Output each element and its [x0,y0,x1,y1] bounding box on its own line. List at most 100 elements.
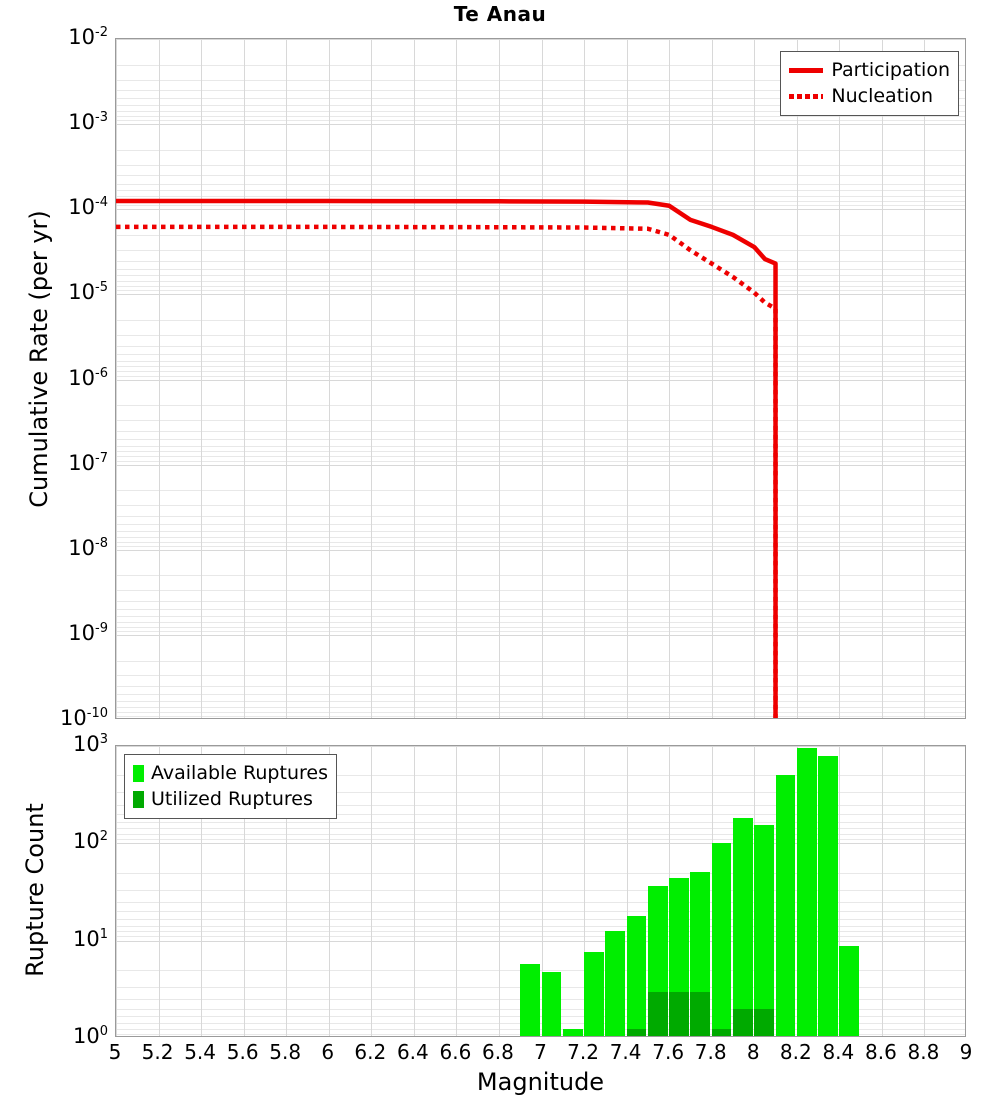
gridline-horizontal [116,987,965,988]
gridline-horizontal [116,712,965,713]
legend-label-available-ruptures: Available Ruptures [151,762,328,784]
gridline-horizontal [116,675,965,676]
gridline-horizontal [116,970,965,971]
y-tick-label: 10-3 [68,110,108,135]
x-tick-label: 6.2 [354,1040,387,1064]
cumulative-rate-plot: Participation Nucleation [115,38,966,719]
gridline-horizontal [116,546,965,547]
x-tick-label: 5.4 [184,1040,216,1064]
gridline-horizontal [116,936,965,937]
table-row [754,825,775,1036]
table-row [584,951,604,1036]
gridline-horizontal [116,890,965,891]
legend-label-nucleation: Nucleation [831,85,934,107]
gridline-horizontal [116,537,965,538]
gridline-horizontal [116,165,965,166]
gridline-vertical [499,39,500,718]
gridline-horizontal [116,505,965,506]
gridline-horizontal [116,105,965,106]
gridline-horizontal [116,80,965,81]
gridline-vertical [329,39,330,718]
x-tick-label: 6.8 [482,1040,514,1064]
gridline-horizontal [116,235,965,236]
gridline-vertical [882,39,883,718]
curve-nucleation [116,224,778,718]
gridline-horizontal [116,366,965,367]
y-tick-label: 102 [72,829,108,854]
gridline-horizontal [116,635,965,636]
gridline-horizontal [116,281,965,282]
gridline-horizontal [116,39,965,40]
gridline-horizontal [116,261,965,262]
gridline-vertical [712,39,713,718]
gridline-horizontal [116,371,965,372]
x-tick-label: 7 [534,1040,547,1064]
legend-item-utilized-ruptures: Utilized Ruptures [133,786,328,812]
gridline-horizontal [116,805,965,806]
gridline-horizontal [116,775,965,776]
gridline-horizontal [116,286,965,287]
gridline-horizontal [116,120,965,121]
legend-item-available-ruptures: Available Ruptures [133,760,328,786]
gridline-vertical [924,746,925,1036]
x-tick-label: 8 [746,1040,760,1064]
table-row [605,930,626,1036]
x-tick-label: 8.8 [907,1040,940,1064]
gridline-horizontal [116,196,965,197]
legend-label-utilized-ruptures: Utilized Ruptures [151,788,313,810]
solid-line-icon [789,67,824,73]
table-row [647,992,668,1036]
dotted-line-icon [789,93,824,99]
gridline-horizontal [116,746,965,747]
gridline-vertical [371,39,372,718]
gridline-horizontal [116,828,965,829]
gridline-horizontal [116,405,965,406]
gridline-vertical [542,746,543,1036]
table-row [690,992,711,1036]
gridline-vertical [839,746,840,1036]
gridline-horizontal [116,380,965,381]
y-tick-label: 101 [72,926,108,951]
available-ruptures-color-icon [133,764,144,782]
gridline-vertical [669,39,670,718]
gridline-vertical [924,39,925,718]
gridline-horizontal [116,420,965,421]
y-tick-label: 100 [72,1024,108,1048]
gridline-vertical [201,746,202,1036]
gridline-horizontal [116,1029,965,1030]
gridline-horizontal [116,926,965,927]
gridline-vertical [754,39,755,718]
gridline-horizontal [116,792,965,793]
gridline-horizontal [116,116,965,117]
table-row [626,1029,647,1036]
gridline-horizontal [116,590,965,591]
gridline-horizontal [116,631,965,632]
x-tick-label: 7.2 [567,1040,599,1064]
gridline-horizontal [116,65,965,66]
gridline-horizontal [116,616,965,617]
gridline-vertical [371,746,372,1036]
table-row [562,1029,583,1036]
gridline-horizontal [116,209,965,210]
x-tick-label: 7.8 [694,1040,727,1064]
table-row [541,971,562,1036]
gridline-horizontal [116,465,965,466]
gridline-horizontal [116,542,965,543]
gridline-horizontal [116,490,965,491]
table-row [796,748,817,1036]
gridline-vertical [584,39,585,718]
gridline-horizontal [116,911,965,912]
gridline-horizontal [116,150,965,151]
gridline-horizontal [116,124,965,125]
gridline-horizontal [116,843,965,844]
gridline-horizontal [116,550,965,551]
gridline-horizontal [116,320,965,321]
table-row [626,916,647,1036]
gridline-horizontal [116,531,965,532]
gridline-horizontal [116,609,965,610]
gridline-vertical [584,746,585,1036]
gridline-vertical [159,39,160,718]
table-row [520,963,540,1036]
x-tick-label: 6.6 [439,1040,472,1064]
